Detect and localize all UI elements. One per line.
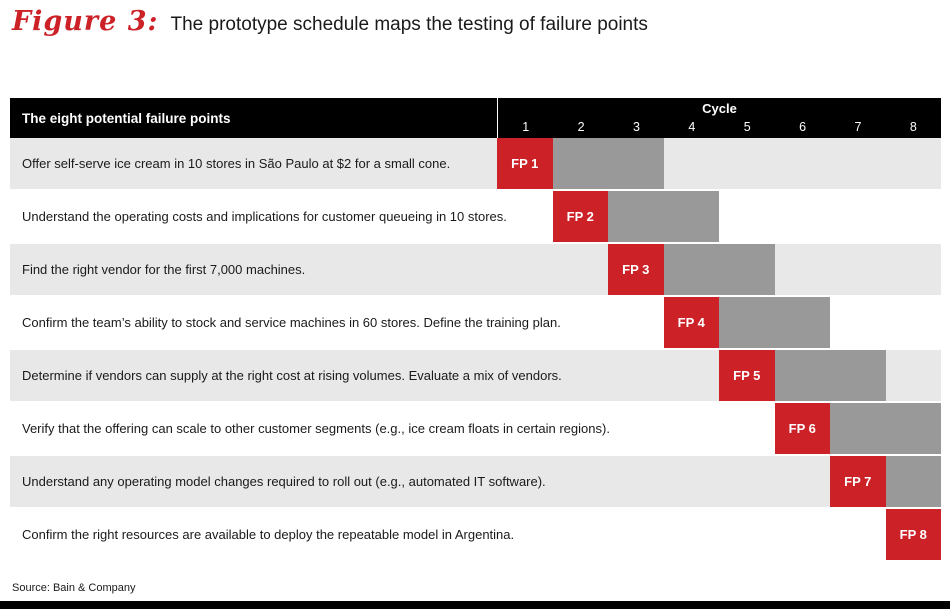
fp-test-bar: FP 1 <box>497 138 553 189</box>
bottom-rule-bar <box>0 601 950 609</box>
figure-heading: The prototype schedule maps the testing … <box>170 14 648 35</box>
fp-test-bar: FP 4 <box>663 297 719 348</box>
row-description: Find the right vendor for the first 7,00… <box>22 262 306 277</box>
header-failure-points-label: The eight potential failure points <box>22 110 231 126</box>
row-description: Understand any operating model changes r… <box>22 474 546 489</box>
cycle-axis-label: Cycle <box>702 101 737 116</box>
fp-test-bar: FP 8 <box>885 509 941 560</box>
table-header: The eight potential failure points Cycle… <box>10 98 941 138</box>
fp-followup-bar <box>663 244 775 295</box>
fp-followup-bar <box>885 456 941 507</box>
fp-followup-bar <box>552 138 664 189</box>
figure-number-label: Figure 3: <box>12 6 159 37</box>
cycle-number: 3 <box>632 120 640 134</box>
fp-followup-bar <box>719 297 830 348</box>
cycle-number-row: 1 2 3 4 5 6 7 8 <box>498 118 941 138</box>
cycle-number: 8 <box>909 120 917 134</box>
cycle-number: 1 <box>522 120 530 134</box>
cycle-number: 2 <box>577 120 585 134</box>
cycle-number: 6 <box>799 120 807 134</box>
row-description: Understand the operating costs and impli… <box>22 209 507 224</box>
fp-test-bar: FP 2 <box>552 191 608 242</box>
cycle-number: 4 <box>688 120 696 134</box>
table-row: Find the right vendor for the first 7,00… <box>10 244 941 297</box>
table-row: Confirm the right resources are availabl… <box>10 509 941 562</box>
row-description: Confirm the right resources are availabl… <box>22 527 515 542</box>
row-description: Determine if vendors can supply at the r… <box>22 368 562 383</box>
schedule-table: The eight potential failure points Cycle… <box>10 98 941 562</box>
row-description: Offer self-serve ice cream in 10 stores … <box>22 156 451 171</box>
table-row: Confirm the team’s ability to stock and … <box>10 297 941 350</box>
fp-followup-bar <box>608 191 719 242</box>
source-note: Source: Bain & Company <box>12 582 136 594</box>
fp-followup-bar <box>830 403 941 454</box>
figure-title: Figure 3: The prototype schedule maps th… <box>12 6 648 37</box>
table-row: Verify that the offering can scale to ot… <box>10 403 941 456</box>
table-row: Understand the operating costs and impli… <box>10 191 941 244</box>
cycle-number: 5 <box>743 120 751 134</box>
fp-test-bar: FP 6 <box>774 403 830 454</box>
fp-test-bar: FP 5 <box>719 350 775 401</box>
schedule-rows: Offer self-serve ice cream in 10 stores … <box>10 138 941 562</box>
fp-followup-bar <box>774 350 886 401</box>
row-description: Verify that the offering can scale to ot… <box>22 421 610 436</box>
table-row: Offer self-serve ice cream in 10 stores … <box>10 138 941 191</box>
table-row: Understand any operating model changes r… <box>10 456 941 509</box>
fp-test-bar: FP 3 <box>608 244 664 295</box>
row-description: Confirm the team’s ability to stock and … <box>22 315 561 330</box>
table-row: Determine if vendors can supply at the r… <box>10 350 941 403</box>
fp-test-bar: FP 7 <box>830 456 886 507</box>
cycle-number: 7 <box>854 120 862 134</box>
header-cycle-section: Cycle 1 2 3 4 5 6 7 8 <box>497 98 941 138</box>
